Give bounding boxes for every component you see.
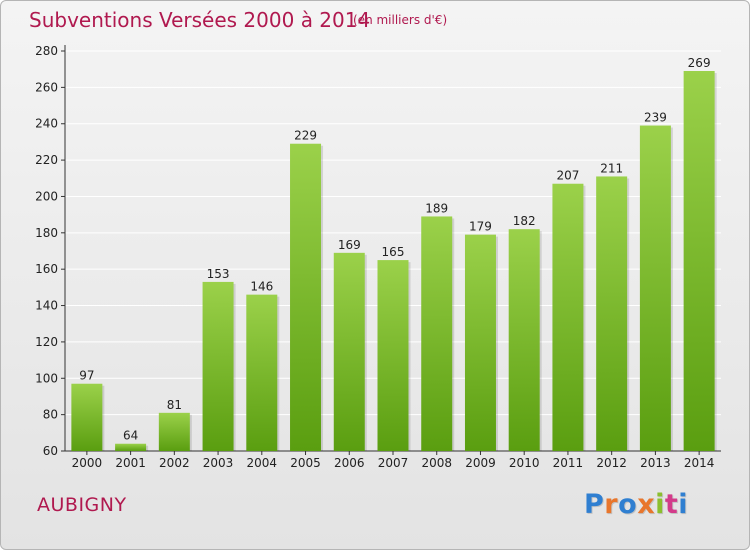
bar — [683, 71, 715, 451]
bar — [508, 229, 540, 451]
bar-value-label: 81 — [167, 398, 182, 412]
y-tick-label: 260 — [35, 80, 58, 94]
bar — [464, 234, 496, 451]
bar-value-label: 179 — [469, 220, 492, 234]
bar-value-label: 229 — [294, 129, 317, 143]
logo-letter: x — [637, 489, 656, 520]
chart-title: Subventions Versées 2000 à 2014 — [29, 8, 371, 32]
bar — [377, 260, 409, 451]
x-tick-label: 2004 — [247, 456, 278, 470]
y-tick-label: 200 — [35, 189, 58, 203]
x-tick-label: 2011 — [553, 456, 584, 470]
bar — [158, 412, 190, 451]
x-tick-label: 2005 — [290, 456, 321, 470]
bar — [639, 125, 671, 451]
x-tick-label: 2008 — [421, 456, 452, 470]
y-tick-label: 60 — [43, 444, 58, 458]
logo-letter: i — [678, 489, 689, 520]
bar-value-label: 207 — [556, 169, 579, 183]
bar — [421, 216, 453, 451]
y-tick-label: 80 — [43, 408, 58, 422]
bar — [115, 443, 147, 451]
y-tick-label: 180 — [35, 226, 58, 240]
bar-value-label: 146 — [250, 280, 273, 294]
x-tick-label: 2010 — [509, 456, 540, 470]
x-tick-label: 2007 — [378, 456, 409, 470]
x-tick-label: 2002 — [159, 456, 190, 470]
y-tick-label: 160 — [35, 262, 58, 276]
commune-name: AUBIGNY — [37, 494, 127, 516]
x-tick-label: 2001 — [115, 456, 146, 470]
bar — [552, 183, 584, 451]
bar-value-label: 239 — [644, 111, 667, 125]
x-tick-label: 2014 — [684, 456, 715, 470]
bar-value-label: 165 — [382, 245, 405, 259]
logo-letter: t — [664, 489, 679, 520]
y-tick-label: 140 — [35, 299, 58, 313]
bar-value-label: 169 — [338, 238, 361, 252]
y-tick-label: 240 — [35, 117, 58, 131]
proxiti-logo: Proxiti — [584, 489, 688, 520]
bar — [202, 281, 234, 451]
bar-value-label: 211 — [600, 161, 623, 175]
logo-letter: P — [584, 489, 605, 520]
x-tick-label: 2003 — [203, 456, 234, 470]
bar-value-label: 189 — [425, 201, 448, 215]
x-tick-label: 2000 — [72, 456, 103, 470]
logo-letter: o — [618, 489, 638, 520]
x-tick-label: 2009 — [465, 456, 496, 470]
bar-value-label: 64 — [123, 429, 138, 443]
x-tick-label: 2012 — [596, 456, 627, 470]
bar — [333, 252, 365, 451]
logo-letter: r — [604, 489, 619, 520]
y-tick-label: 220 — [35, 153, 58, 167]
bar — [71, 383, 103, 451]
bar-value-label: 269 — [688, 56, 711, 70]
bar — [290, 143, 322, 451]
bar — [246, 294, 278, 451]
x-tick-label: 2006 — [334, 456, 365, 470]
logo-letter: i — [655, 489, 665, 520]
x-tick-label: 2013 — [640, 456, 671, 470]
y-tick-label: 100 — [35, 371, 58, 385]
bar-value-label: 153 — [207, 267, 230, 281]
bar-value-label: 182 — [513, 214, 536, 228]
y-tick-label: 280 — [35, 44, 58, 58]
chart-subtitle: (en milliers d'€) — [353, 13, 448, 27]
bar-value-label: 97 — [79, 369, 94, 383]
bar — [596, 176, 628, 452]
y-tick-label: 120 — [35, 335, 58, 349]
